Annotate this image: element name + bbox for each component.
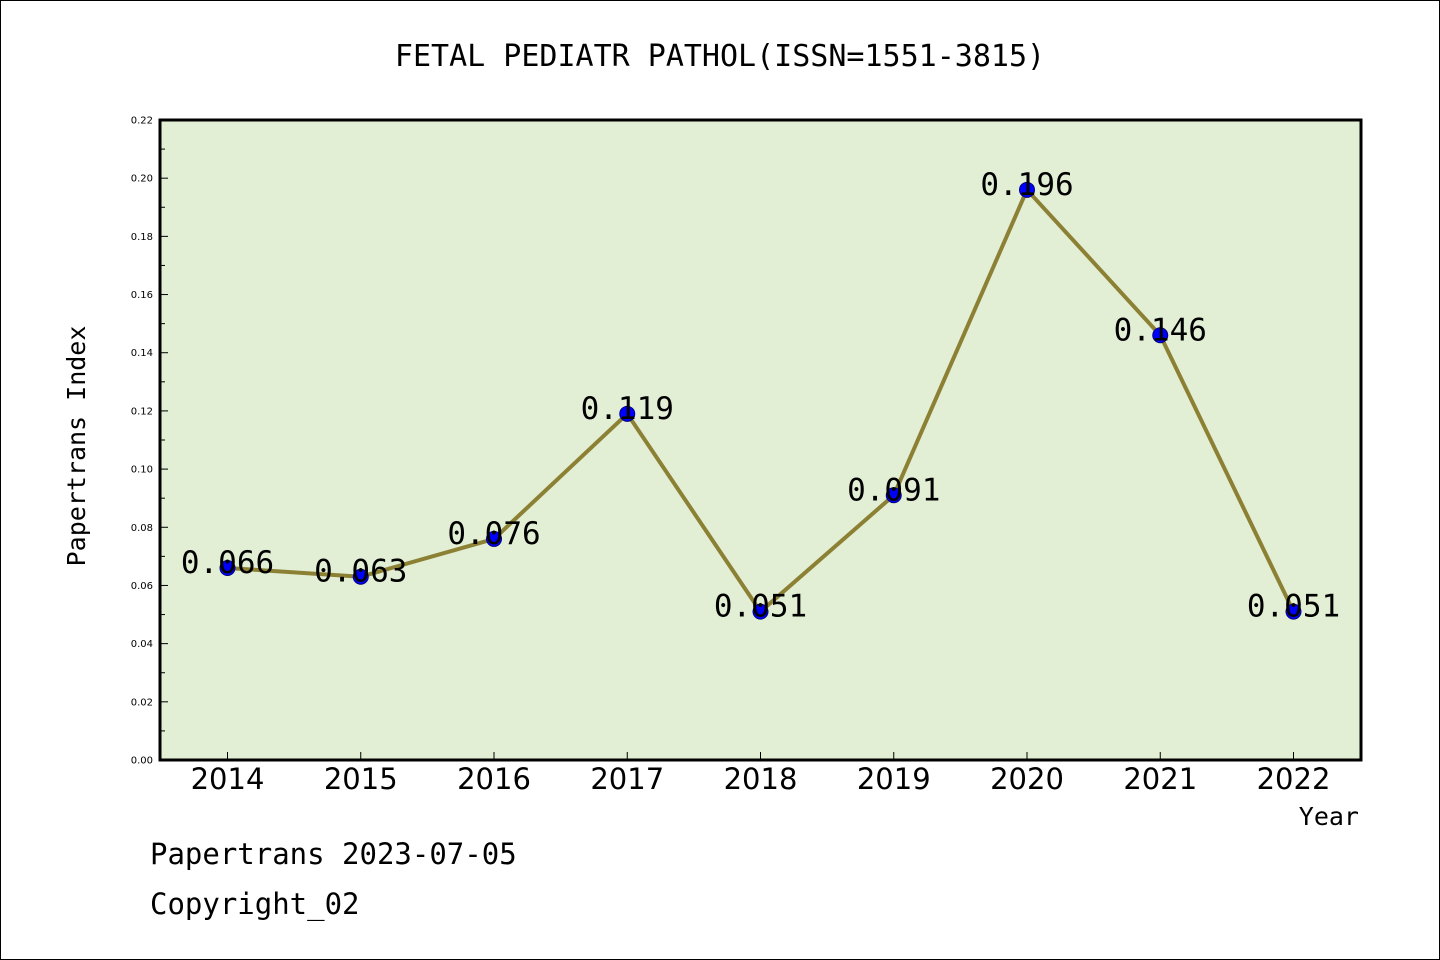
y-tick-label: 0.22	[131, 116, 153, 127]
x-tick-label: 2020	[990, 762, 1064, 796]
x-tick-label: 2021	[1123, 762, 1197, 796]
y-tick-label: 0.04	[131, 639, 153, 650]
data-label: 0.076	[447, 516, 540, 552]
x-tick-label: 2019	[857, 762, 931, 796]
data-point-marker	[219, 560, 236, 576]
data-label: 0.146	[1114, 312, 1207, 348]
data-labels: 0.066 0.063 0.076 0.119 0.051 0.091 0.196 0.146…	[181, 167, 1340, 625]
data-label: 0.196	[980, 167, 1073, 203]
y-axis: 0.00 0.02 0.04 0.06 0.08 0.10 0.12 0.14 0.16 0.18…	[131, 116, 168, 767]
data-label: 0.051	[1247, 589, 1340, 625]
y-tick-label: 0.00	[131, 756, 153, 767]
footer-copyright: Copyright_02	[150, 887, 360, 922]
y-axis-label: Papertrans Index	[62, 326, 91, 567]
x-axis: 2014 2015 2016 2017 2018 2019 2020 2021 2022	[191, 752, 1331, 796]
x-tick-label: 2014	[191, 762, 265, 796]
plot-area	[158, 118, 1363, 762]
data-point-marker	[486, 530, 502, 547]
x-tick-label: 2022	[1257, 762, 1331, 796]
data-point-marker	[1285, 603, 1302, 620]
data-markers	[219, 181, 1302, 620]
data-point-marker	[885, 487, 902, 504]
x-axis-label: Year	[1299, 802, 1359, 831]
y-tick-label: 0.08	[131, 523, 153, 534]
x-tick-label: 2016	[457, 762, 531, 796]
data-label: 0.091	[847, 472, 940, 508]
data-label: 0.119	[581, 391, 674, 427]
y-tick-label: 0.14	[131, 348, 153, 359]
data-label: 0.063	[314, 554, 407, 590]
data-point-marker	[352, 568, 369, 585]
data-label: 0.051	[714, 589, 807, 625]
y-tick-label: 0.06	[131, 581, 153, 592]
y-tick-label: 0.20	[131, 174, 153, 185]
data-label: 0.066	[181, 545, 274, 581]
x-tick-label: 2018	[724, 762, 798, 796]
x-tick-label: 2017	[590, 762, 664, 796]
y-tick-label: 0.12	[131, 406, 153, 417]
data-point-marker	[1019, 181, 1035, 198]
data-point-marker	[619, 405, 636, 422]
y-tick-label: 0.16	[131, 290, 153, 301]
y-tick-label: 0.18	[131, 232, 153, 243]
y-tick-label: 0.10	[131, 465, 153, 476]
x-tick-label: 2015	[324, 762, 398, 796]
y-tick-label: 0.02	[131, 697, 153, 708]
data-point-marker	[752, 603, 769, 620]
footer-date: Papertrans 2023-07-05	[150, 837, 517, 871]
chart-title: FETAL PEDIATR PATHOL(ISSN=1551-3815)	[395, 39, 1045, 74]
data-point-marker	[1152, 327, 1169, 344]
